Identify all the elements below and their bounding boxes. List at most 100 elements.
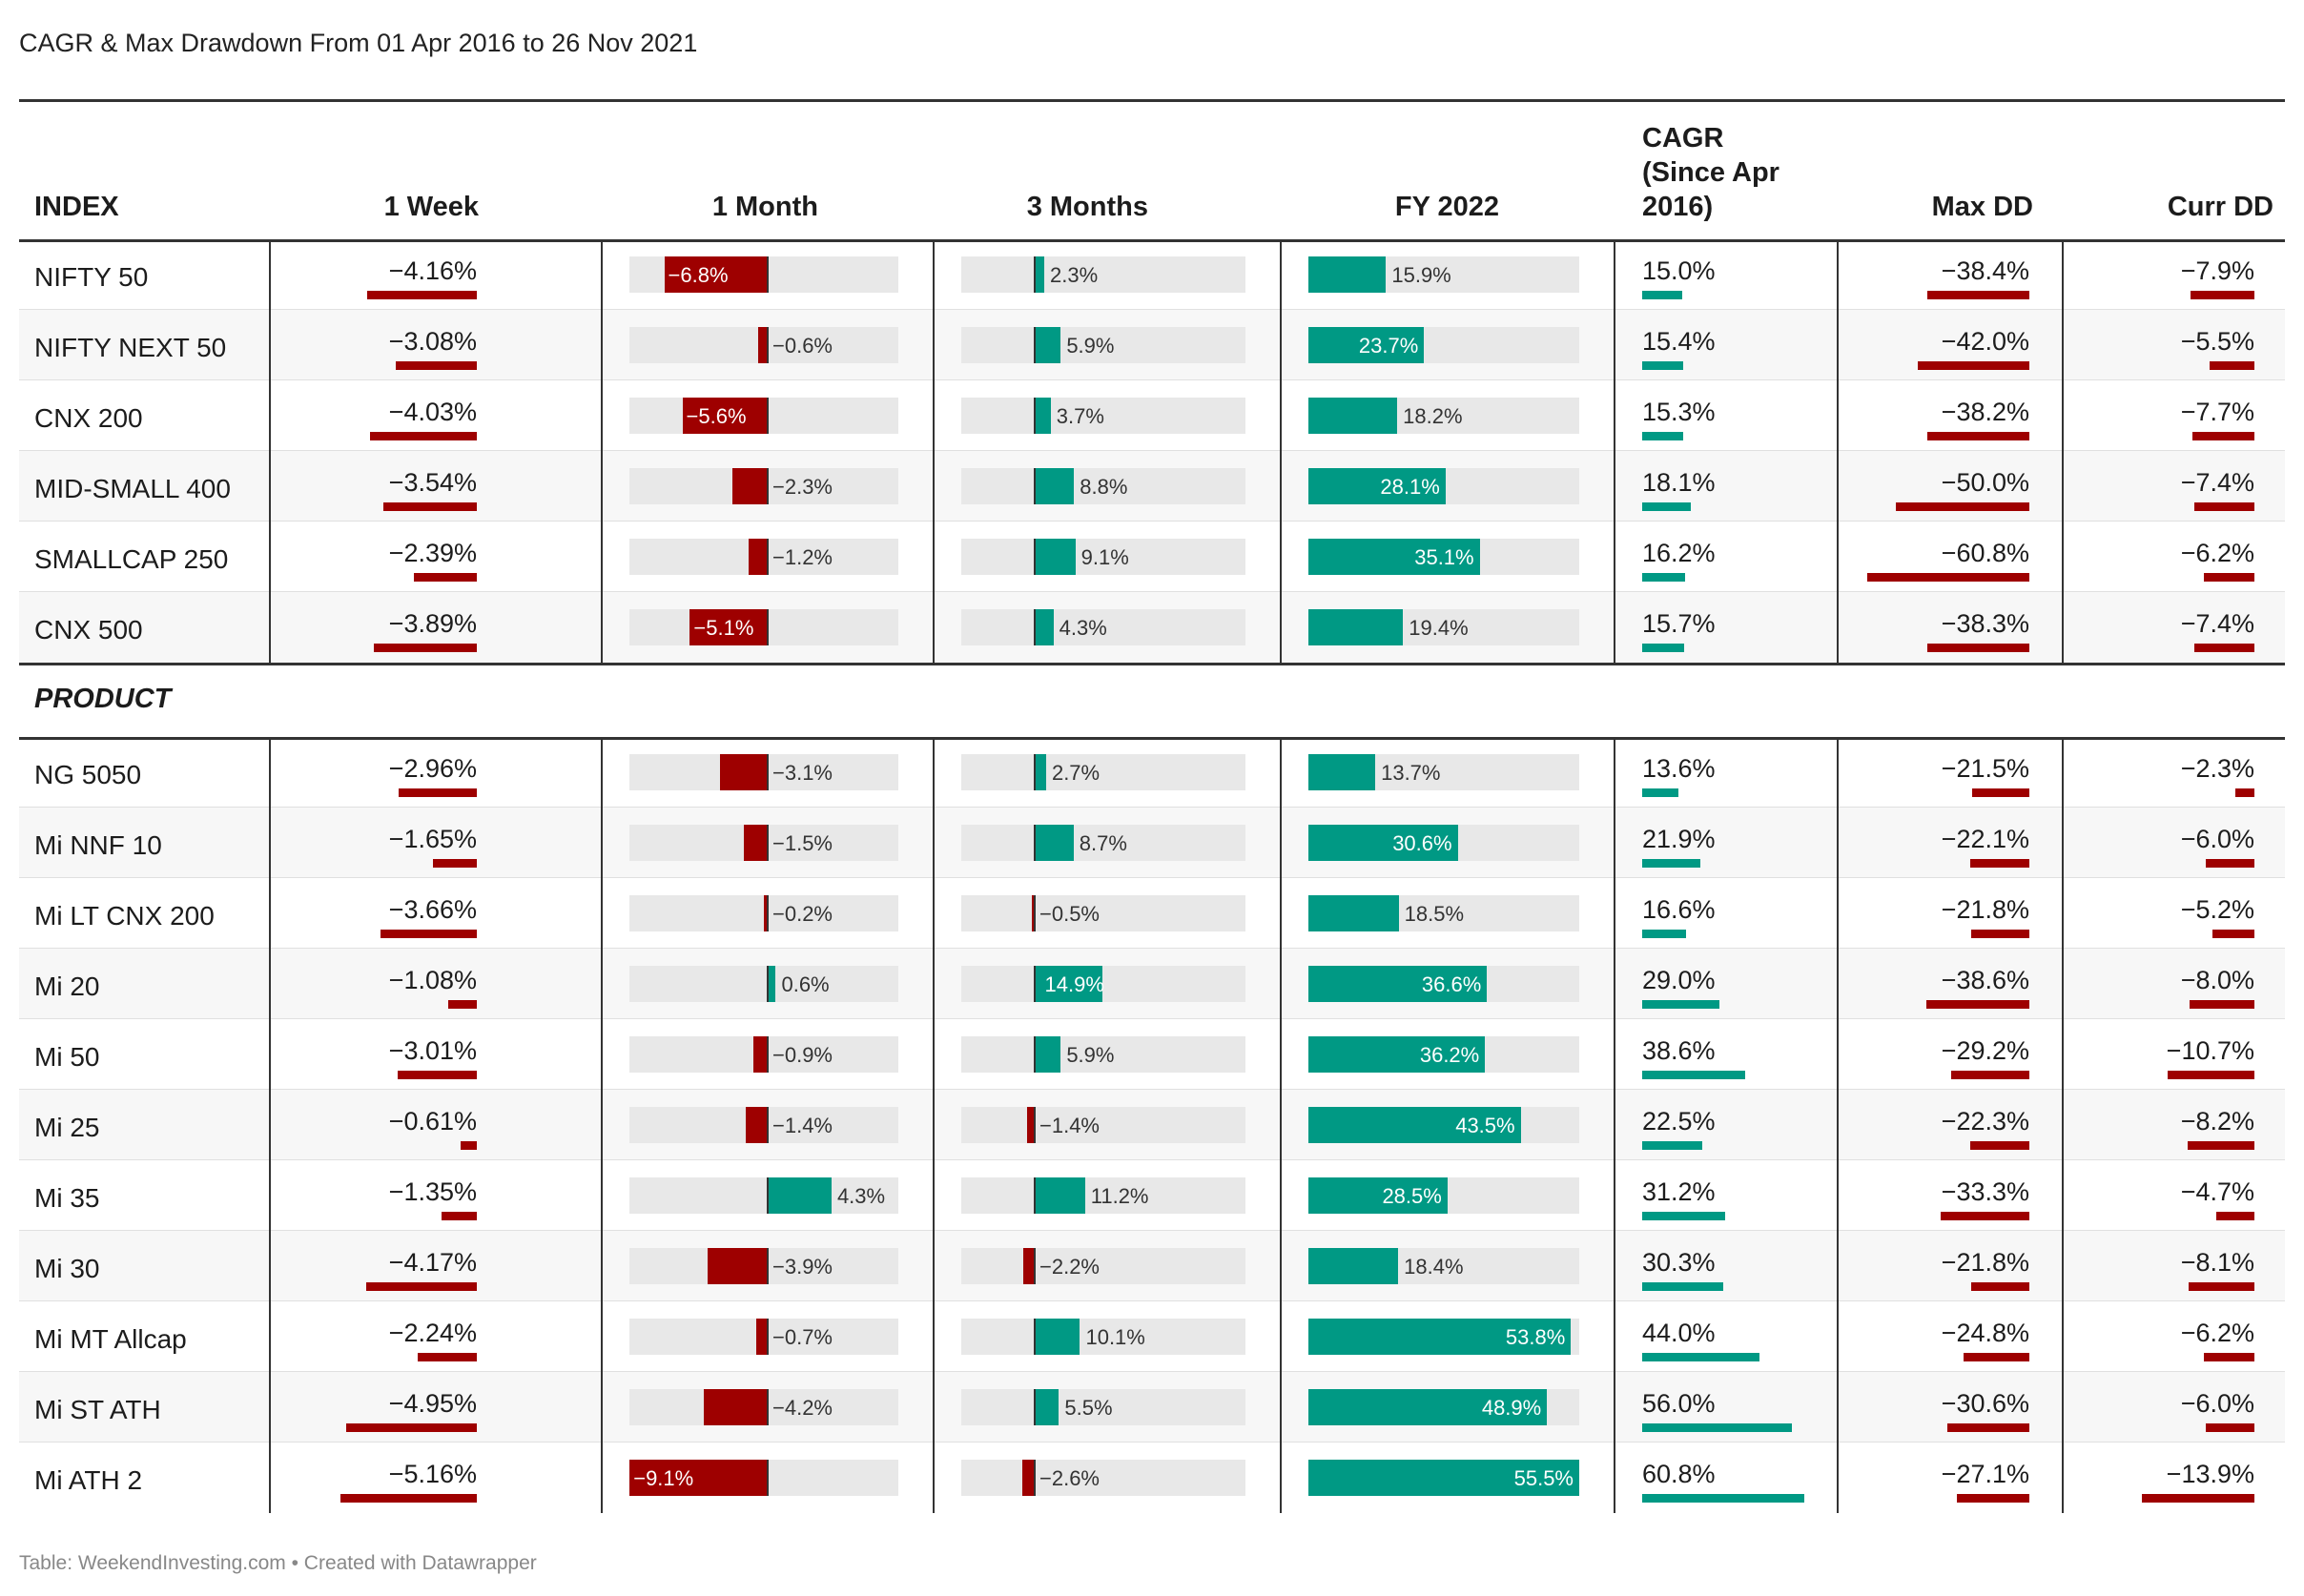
row-separator [19,521,2285,522]
week-bar [366,291,477,299]
three-months-zero-line [1034,398,1036,434]
fy2022-value: 35.1% [1414,545,1474,569]
table-row[interactable]: CNX 200 −4.03% −5.6% 3.7% 18.2% 15.3% −38.2% −7… [19,380,2285,451]
fy2022-bar [1308,1389,1548,1425]
fy2022-bar [1308,468,1446,504]
table-row[interactable]: Mi 30 −4.17% −3.9% −2.2% 18.4% 30.3% −21.8% −8.… [19,1231,2285,1301]
section-label-product: PRODUCT [34,684,172,714]
fy2022-bar [1308,966,1488,1002]
column-header-1-week[interactable]: 1 Week [383,192,479,222]
table-row[interactable]: SMALLCAP 250 −2.39% −1.2% 9.1% 35.1% 16.2% −60… [19,522,2285,592]
curr-dd-value: −8.1% [2180,1248,2254,1277]
table-row[interactable]: Mi 25 −0.61% −1.4% −1.4% 43.5% 22.5% −22.3% −8.… [19,1090,2285,1160]
month-zero-line [767,609,769,645]
max-dd-bar [1940,1212,2029,1220]
week-value: −2.96% [388,754,477,783]
month-value: −4.2% [772,1396,833,1420]
column-header-cagr[interactable]: CAGR (Since Apr 2016) [1642,123,1779,222]
curr-dd-value: −8.0% [2180,966,2254,994]
table-row[interactable]: Mi 50 −3.01% −0.9% 5.9% 36.2% 38.6% −29.2% −10.… [19,1019,2285,1090]
column-divider [1614,239,1615,663]
cagr-value: 44.0% [1642,1319,1716,1347]
fy2022-value: 18.5% [1404,902,1465,926]
max-dd-bar [1947,1423,2029,1432]
month-zero-line [767,468,769,504]
cagr-value: 31.2% [1642,1177,1716,1206]
month-zero-line [767,1248,769,1284]
table-row[interactable]: Mi 35 −1.35% 4.3% 11.2% 28.5% 31.2% −33.3% −4.7… [19,1160,2285,1231]
cagr-value: 29.0% [1642,966,1716,994]
fy2022-bar [1308,825,1458,861]
row-name: Mi 25 [34,1113,100,1142]
fy2022-value: 23.7% [1358,334,1419,358]
curr-dd-value: −5.5% [2180,327,2254,356]
week-bar [374,644,477,652]
three-months-zero-line [1034,1036,1036,1073]
table-row[interactable]: NG 5050 −2.96% −3.1% 2.7% 13.7% 13.6% −21.5% −2… [19,737,2285,808]
table-row[interactable]: Mi 20 −1.08% 0.6% 14.9% 36.6% 29.0% −38.6% −8.0… [19,949,2285,1019]
cagr-bar [1642,1353,1760,1361]
three-months-zero-line [1034,468,1036,504]
week-bar [461,1141,477,1150]
row-name: Mi 30 [34,1254,100,1283]
curr-dd-value: −6.0% [2180,825,2254,853]
three-months-track [961,1177,1245,1214]
cagr-bar [1642,361,1684,370]
three-months-bar [1027,1107,1034,1143]
week-value: −2.39% [388,539,477,567]
column-header-index[interactable]: INDEX [34,192,119,222]
max-dd-value: −42.0% [1941,327,2029,356]
month-zero-line [767,1389,769,1425]
table-row[interactable]: Mi ATH 2 −5.16% −9.1% −2.6% 55.5% 60.8% −27.1%… [19,1443,2285,1513]
three-months-track [961,468,1245,504]
three-months-zero-line [1034,825,1036,861]
table-row[interactable]: Mi ST ATH −4.95% −4.2% 5.5% 48.9% 56.0% −30.6%… [19,1372,2285,1443]
column-header-3-months[interactable]: 3 Months [1026,192,1148,222]
fy2022-bar [1308,1248,1399,1284]
fy2022-bar [1308,327,1425,363]
week-bar [433,859,477,868]
fy2022-value: 15.9% [1391,263,1451,287]
column-header-fy-2022[interactable]: FY 2022 [1394,192,1499,222]
column-divider [933,239,935,663]
row-separator [19,591,2285,592]
month-bar [682,398,767,434]
curr-dd-bar [2206,859,2254,868]
row-separator [19,877,2285,878]
month-zero-line [767,539,769,575]
three-months-value: 5.9% [1066,1043,1115,1067]
max-dd-value: −38.3% [1941,609,2029,638]
curr-dd-bar [2168,1071,2254,1079]
three-months-bar [1034,398,1051,434]
table-row[interactable]: Mi LT CNX 200 −3.66% −0.2% −0.5% 18.5% 16.6% −… [19,878,2285,949]
table-row[interactable]: CNX 500 −3.89% −5.1% 4.3% 19.4% 15.7% −38.3% −7… [19,592,2285,663]
month-value: −2.3% [772,475,833,499]
three-months-zero-line [1034,609,1036,645]
table-row[interactable]: Mi NNF 10 −1.65% −1.5% 8.7% 30.6% 21.9% −22.1%… [19,808,2285,878]
fy2022-bar [1308,1036,1486,1073]
row-name: NG 5050 [34,760,142,789]
week-bar [345,1423,477,1432]
cagr-bar [1642,573,1686,582]
column-header-max-dd[interactable]: Max DD [1931,192,2033,222]
table-row[interactable]: Mi MT Allcap −2.24% −0.7% 10.1% 53.8% 44.0% −2… [19,1301,2285,1372]
column-header-curr-dd[interactable]: Curr DD [2167,192,2273,222]
cagr-value: 15.7% [1642,609,1716,638]
three-months-zero-line [1034,966,1036,1002]
month-bar [731,468,767,504]
table-row[interactable]: MID-SMALL 400 −3.54% −2.3% 8.8% 28.1% 18.1% −5… [19,451,2285,522]
month-bar [744,825,767,861]
curr-dd-value: −7.7% [2180,398,2254,426]
table-row[interactable]: NIFTY 50 −4.16% −6.8% 2.3% 15.9% 15.0% −38.4% −… [19,239,2285,310]
max-dd-bar [1969,1141,2029,1150]
max-dd-value: −38.6% [1941,966,2029,994]
week-bar [398,788,477,797]
column-divider [269,737,271,1513]
table-row[interactable]: NIFTY NEXT 50 −3.08% −0.6% 5.9% 23.7% 15.4% −4… [19,310,2285,380]
week-value: −2.24% [388,1319,477,1347]
three-months-zero-line [1034,327,1036,363]
column-header-1-month[interactable]: 1 Month [711,192,818,222]
max-dd-bar [1971,1282,2029,1291]
three-months-bar [1034,327,1061,363]
curr-dd-bar [2189,1282,2254,1291]
